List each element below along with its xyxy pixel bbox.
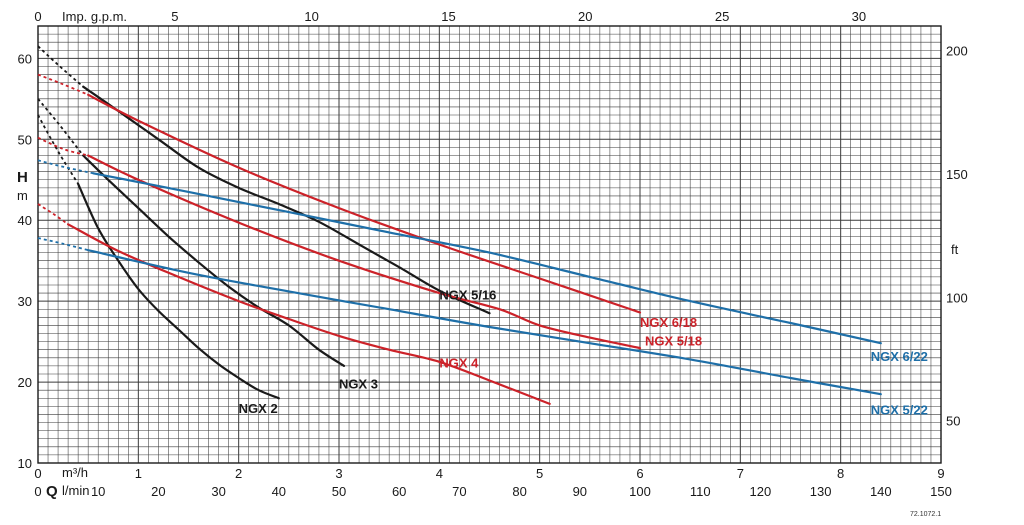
left-tick-label: 50 bbox=[18, 132, 32, 147]
label-ngx-3: NGX 3 bbox=[339, 377, 378, 392]
bottom-axis-label-primary: m³/h bbox=[62, 465, 88, 480]
left-tick-label: 10 bbox=[18, 456, 32, 471]
curve-ngx-4-dashed bbox=[37, 203, 69, 226]
bottom-secondary-tick-label: 100 bbox=[629, 484, 651, 499]
curve-ngx-3 bbox=[82, 154, 346, 367]
bottom-axis-primary: 0 1 2 3 4 5 6 7 8 9 bbox=[34, 466, 944, 481]
bottom-tick-label: 7 bbox=[737, 466, 744, 481]
bottom-axis-label-secondary: l/min bbox=[62, 483, 89, 498]
bottom-secondary-tick-label: 30 bbox=[211, 484, 225, 499]
left-tick-label: 30 bbox=[18, 294, 32, 309]
top-tick-label: 0 bbox=[34, 9, 41, 24]
bottom-secondary-tick-label: 130 bbox=[810, 484, 832, 499]
label-ngx-5-16: NGX 5/16 bbox=[439, 288, 496, 303]
curve-ngx-5-18-dashed bbox=[37, 136, 89, 157]
bottom-tick-label: 5 bbox=[536, 466, 543, 481]
curve-ngx-6-18 bbox=[87, 93, 642, 314]
bottom-secondary-tick-label: 140 bbox=[870, 484, 892, 499]
label-ngx-4: NGX 4 bbox=[439, 356, 479, 371]
bottom-tick-label: 3 bbox=[335, 466, 342, 481]
top-axis-label: Imp. g.p.m. bbox=[62, 9, 127, 24]
bottom-axis-prefix: Q bbox=[46, 483, 58, 500]
label-ngx-6-18: NGX 6/18 bbox=[640, 315, 697, 330]
bottom-tick-label: 2 bbox=[235, 466, 242, 481]
bottom-secondary-tick-label: 40 bbox=[272, 484, 286, 499]
curve-ngx-5-16 bbox=[82, 85, 491, 315]
bottom-tick-label: 9 bbox=[937, 466, 944, 481]
bottom-secondary-tick-label: 110 bbox=[690, 484, 711, 499]
label-ngx-2: NGX 2 bbox=[239, 401, 278, 416]
top-tick-label: 30 bbox=[852, 9, 866, 24]
label-ngx-6-22: NGX 6/22 bbox=[871, 349, 928, 364]
bottom-secondary-tick-label: 70 bbox=[452, 484, 466, 499]
left-axis-label-unit: m bbox=[17, 188, 28, 203]
top-tick-label: 25 bbox=[715, 9, 729, 24]
bottom-secondary-tick-label: 150 bbox=[930, 484, 952, 499]
label-ngx-5-18: NGX 5/18 bbox=[645, 334, 702, 349]
bottom-tick-label: 4 bbox=[436, 466, 443, 481]
bottom-tick-label: 6 bbox=[636, 466, 643, 481]
bottom-secondary-tick-label: 90 bbox=[573, 484, 587, 499]
left-axis-label-main: H bbox=[17, 169, 28, 186]
curve-ngx-3-dashed bbox=[37, 98, 84, 157]
bottom-axis-secondary: 0 10 20 30 40 50 60 70 80 90 100 110 120 130 140 150 bbox=[34, 484, 951, 499]
curve-ngx-5-18 bbox=[87, 154, 642, 350]
bottom-tick-label: 1 bbox=[135, 466, 142, 481]
left-tick-label: 20 bbox=[18, 375, 32, 390]
label-ngx-5-22: NGX 5/22 bbox=[871, 402, 928, 417]
bottom-secondary-tick-label: 10 bbox=[91, 484, 105, 499]
left-tick-label: 60 bbox=[18, 51, 32, 66]
right-axis: 50 100 150 200 bbox=[946, 44, 968, 429]
bottom-tick-label: 0 bbox=[34, 466, 41, 481]
chart-code: 72.1072.1 bbox=[910, 511, 941, 518]
curve-ngx-6-18-dashed bbox=[37, 73, 89, 96]
series-labels: NGX 2 NGX 3 NGX 4 NGX 5/16 NGX 6/18 NGX 5/18 N… bbox=[239, 288, 928, 418]
curve-ngx-6-22-dashed bbox=[37, 159, 94, 175]
top-axis: 0 5 10 15 20 25 30 bbox=[34, 9, 866, 24]
top-tick-label: 15 bbox=[441, 9, 455, 24]
bottom-secondary-tick-label: 50 bbox=[332, 484, 346, 499]
plot-frame bbox=[37, 25, 942, 464]
left-tick-label: 40 bbox=[18, 213, 32, 228]
bottom-secondary-tick-label: 80 bbox=[512, 484, 526, 499]
bottom-secondary-tick-label: 0 bbox=[34, 484, 41, 499]
series-curves bbox=[37, 45, 882, 405]
bottom-tick-label: 8 bbox=[837, 466, 844, 481]
top-tick-label: 5 bbox=[171, 9, 178, 24]
right-tick-label: 200 bbox=[946, 44, 968, 59]
top-tick-label: 10 bbox=[304, 9, 318, 24]
right-tick-label: 100 bbox=[946, 290, 968, 305]
curve-ngx-6-22 bbox=[92, 172, 882, 345]
right-axis-label: ft bbox=[951, 242, 959, 257]
top-tick-label: 20 bbox=[578, 9, 592, 24]
left-axis: 10 20 30 40 50 60 bbox=[18, 51, 32, 471]
bottom-secondary-tick-label: 20 bbox=[151, 484, 165, 499]
right-tick-label: 50 bbox=[946, 414, 960, 429]
curve-ngx-5-22 bbox=[87, 249, 882, 396]
curve-ngx-2 bbox=[77, 182, 280, 400]
curve-ngx-5-22-dashed bbox=[37, 237, 89, 252]
right-tick-label: 150 bbox=[946, 167, 968, 182]
bottom-secondary-tick-label: 60 bbox=[392, 484, 406, 499]
bottom-secondary-tick-label: 120 bbox=[750, 484, 772, 499]
